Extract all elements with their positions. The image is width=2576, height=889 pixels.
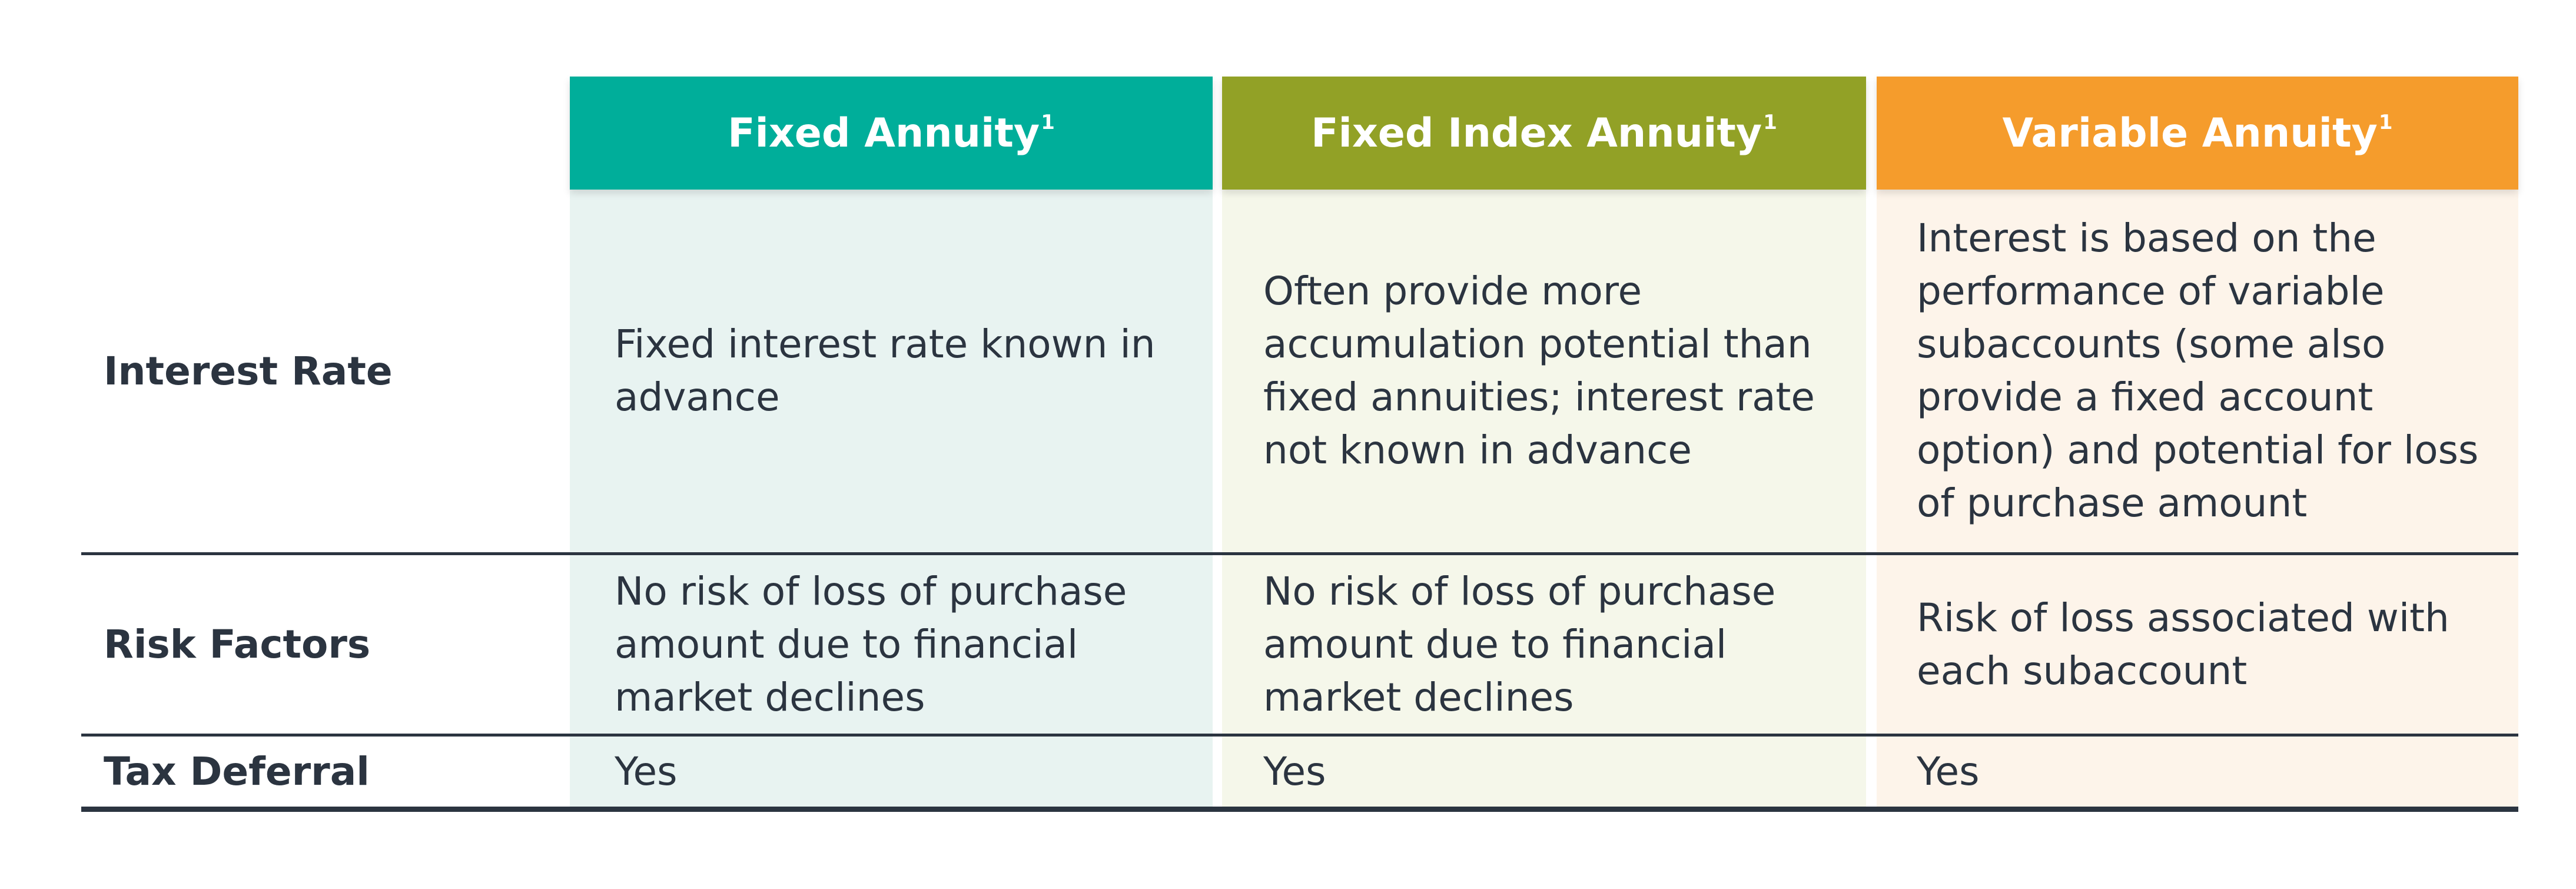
header-fixed-annuity-footnote: 1 bbox=[1041, 111, 1055, 134]
cell-text: Yes bbox=[615, 748, 678, 794]
fixed-annuity-column-background bbox=[570, 190, 1213, 808]
row-label-tax-deferral: Tax Deferral bbox=[104, 749, 370, 794]
header-variable-annuity-footnote: 1 bbox=[2378, 111, 2393, 134]
fixed-index-annuity-column-background bbox=[1222, 190, 1866, 808]
cell-text: Often provide more accumulation potentia… bbox=[1263, 268, 1815, 473]
header-fixed-index-annuity: Fixed Index Annuity 1 bbox=[1222, 77, 1866, 190]
row-label-risk-factors: Risk Factors bbox=[104, 622, 371, 667]
cell-text: Yes bbox=[1263, 748, 1326, 794]
table-bottom-rule bbox=[81, 807, 2518, 812]
row-label-interest-rate: Interest Rate bbox=[104, 348, 393, 394]
cell-interest-rate-variable: Interest is based on the performance of … bbox=[1917, 190, 2511, 552]
header-fixed-annuity-label: Fixed Annuity bbox=[728, 110, 1040, 157]
cell-text: No risk of loss of purchase amount due t… bbox=[1263, 568, 1776, 720]
cell-risk-factors-fixed: No risk of loss of purchase amount due t… bbox=[615, 555, 1191, 734]
cell-interest-rate-fixed-index: Often provide more accumulation potentia… bbox=[1263, 190, 1852, 552]
header-fixed-index-annuity-label: Fixed Index Annuity bbox=[1311, 110, 1762, 157]
cell-text: Fixed interest rate known in advance bbox=[615, 321, 1156, 420]
cell-text: Interest is based on the performance of … bbox=[1917, 215, 2479, 526]
header-fixed-annuity: Fixed Annuity 1 bbox=[570, 77, 1213, 190]
row-divider bbox=[81, 734, 2518, 737]
cell-tax-deferral-fixed: Yes bbox=[615, 737, 1191, 807]
cell-text: Risk of loss associated with each subacc… bbox=[1917, 595, 2449, 694]
cell-risk-factors-fixed-index: No risk of loss of purchase amount due t… bbox=[1263, 555, 1852, 734]
header-variable-annuity: Variable Annuity 1 bbox=[1877, 77, 2518, 190]
cell-tax-deferral-variable: Yes bbox=[1917, 737, 2511, 807]
cell-tax-deferral-fixed-index: Yes bbox=[1263, 737, 1852, 807]
cell-text: Yes bbox=[1917, 748, 1980, 794]
header-variable-annuity-label: Variable Annuity bbox=[2002, 110, 2378, 157]
cell-risk-factors-variable: Risk of loss associated with each subacc… bbox=[1917, 555, 2511, 734]
row-divider bbox=[81, 552, 2518, 555]
header-fixed-index-annuity-footnote: 1 bbox=[1763, 111, 1777, 134]
cell-text: No risk of loss of purchase amount due t… bbox=[615, 568, 1127, 720]
cell-interest-rate-fixed: Fixed interest rate known in advance bbox=[615, 190, 1191, 552]
variable-annuity-column-background bbox=[1877, 190, 2518, 808]
